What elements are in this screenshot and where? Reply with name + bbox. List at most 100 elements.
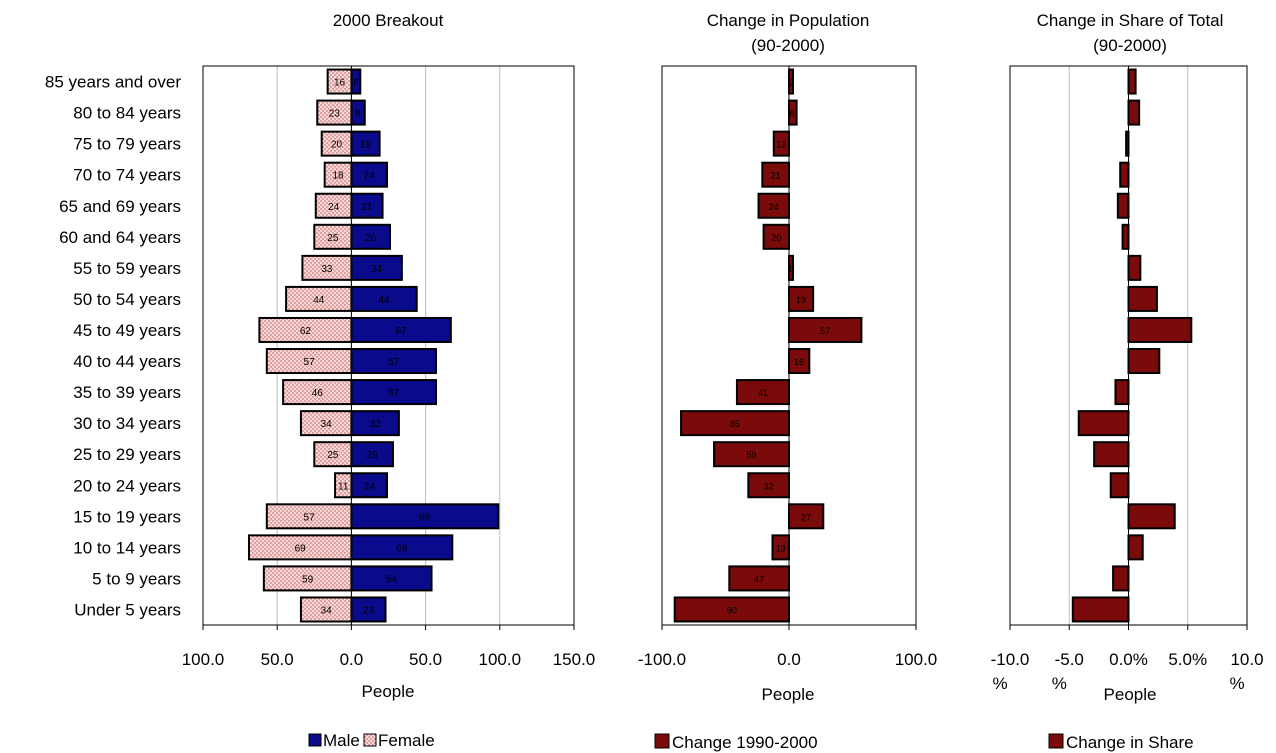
male-bar-label: 21 (361, 202, 373, 213)
female-bar-label: 59 (302, 574, 314, 585)
age-group-label: 40 to 44 years (73, 352, 181, 371)
plot-area (203, 66, 574, 625)
male-bar (350, 348, 437, 375)
x-tick-label: 50.0 (261, 650, 294, 669)
share-bar (1114, 379, 1130, 406)
change-bar-label: 0 (789, 264, 794, 274)
male-bar-label: 57 (388, 388, 400, 399)
female-bar-label: 57 (304, 512, 316, 523)
age-group-label: 70 to 74 years (73, 166, 181, 185)
female-bar-label: 20 (331, 140, 343, 151)
female-bar-label: 25 (327, 233, 339, 244)
change-bar-label: 59 (747, 450, 757, 460)
age-group-label: 50 to 54 years (73, 290, 181, 309)
male-bar-label: 54 (386, 574, 398, 585)
age-group-label: 55 to 59 years (73, 259, 181, 278)
change-bar (713, 441, 791, 468)
age-group-label: 80 to 84 years (73, 104, 181, 123)
male-bar-label: 32 (370, 419, 382, 430)
share-bar (1127, 534, 1144, 561)
female-bar-label: 23 (329, 109, 341, 120)
change-bar-label: 27 (801, 512, 811, 522)
share-bar (1127, 68, 1137, 95)
female-bar (248, 534, 353, 561)
change-bar (788, 285, 815, 312)
female-bar (301, 254, 353, 281)
male-bar-label: 9 (355, 109, 361, 120)
male-bar-label: 24 (364, 481, 376, 492)
chart-title: Change in Share of Total (1037, 11, 1224, 30)
female-bar-label: 18 (332, 171, 344, 182)
male-bar (350, 441, 394, 468)
age-group-label: 30 to 34 years (73, 414, 181, 433)
female-bar-label: 62 (300, 326, 312, 337)
change-bar (680, 410, 790, 437)
male-bar-label: 19 (360, 140, 372, 151)
female-bar-label: 16 (334, 78, 346, 89)
chart-title: Change in Population (707, 11, 870, 30)
share-bar (1127, 254, 1142, 281)
age-group-label: 45 to 49 years (73, 321, 181, 340)
change-bar-label: 32 (764, 481, 774, 491)
change-bar-label: 57 (820, 326, 830, 336)
legend-swatch-female (363, 733, 377, 747)
x-tick-label: 50.0 (409, 650, 442, 669)
female-bar (320, 130, 353, 157)
x-tick-label: -100.0 (638, 650, 686, 669)
change-bar-label: 24 (769, 202, 779, 212)
change-bar-label: 20 (771, 233, 781, 243)
share-bar (1121, 223, 1130, 250)
share-bar (1127, 503, 1176, 530)
female-bar (323, 161, 353, 188)
x-tick-label: -5.0% (1052, 650, 1084, 693)
female-bar-label: 25 (327, 450, 339, 461)
change-bar-label: 47 (754, 574, 764, 584)
male-bar (350, 223, 391, 250)
female-bar (282, 379, 353, 406)
male-bar-label: 6 (353, 78, 359, 89)
change-bar-label: 21 (771, 171, 781, 181)
male-bar-label: 99 (419, 512, 431, 523)
x-tick-label: 0.0% (1109, 650, 1148, 669)
change-bar-label: 12 (776, 140, 786, 150)
age-group-label: 60 and 64 years (59, 228, 181, 247)
male-bar-label: 67 (396, 326, 408, 337)
age-group-label: 65 and 69 years (59, 197, 181, 216)
x-tick-label: 10.0% (1229, 650, 1263, 693)
share-bar (1127, 285, 1158, 312)
female-bar (285, 285, 353, 312)
change-bar-label: 6 (789, 109, 794, 119)
female-bar (299, 596, 353, 623)
x-tick-label: 100.0 (479, 650, 522, 669)
male-bar (350, 379, 437, 406)
change-bar-label: 19 (796, 295, 806, 305)
female-bar-label: 11 (338, 481, 349, 492)
female-bar-label: 24 (328, 202, 340, 213)
x-tick-label: 100.0 (182, 650, 225, 669)
share-bar (1109, 472, 1130, 499)
age-group-label: 35 to 39 years (73, 383, 181, 402)
age-group-label: 85 years and over (45, 73, 181, 92)
female-bar (299, 410, 353, 437)
male-bar-label: 23 (363, 605, 375, 616)
share-bar (1127, 316, 1193, 343)
share-bar (1071, 596, 1130, 623)
x-tick-label: 100.0 (895, 650, 938, 669)
share-bar (1112, 565, 1130, 592)
share-bar (1077, 410, 1130, 437)
male-bar (350, 596, 387, 623)
legend-swatch-change (654, 733, 670, 749)
male-bar (350, 410, 400, 437)
male-bar-label: 26 (365, 233, 377, 244)
male-bar-label: 28 (367, 450, 379, 461)
age-group-label: 15 to 19 years (73, 507, 181, 526)
change-bar-label: 90 (727, 605, 737, 615)
change-bar-label: 85 (730, 419, 740, 429)
legend-label-male: Male (323, 731, 360, 750)
male-bar-label: 68 (396, 543, 408, 554)
legend-swatch-male (308, 733, 322, 747)
chart-title: 2000 Breakout (333, 11, 444, 30)
change-bar-label: 3 (789, 78, 794, 88)
male-bar-label: 24 (364, 171, 376, 182)
share-bar (1127, 99, 1141, 126)
